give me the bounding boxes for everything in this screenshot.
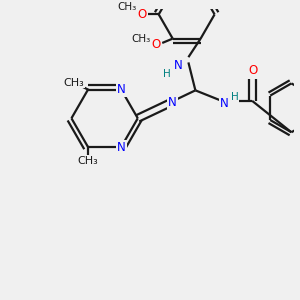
Text: O: O <box>152 38 161 51</box>
Text: CH₃: CH₃ <box>132 34 151 44</box>
Text: CH₃: CH₃ <box>78 156 98 166</box>
Text: CH₃: CH₃ <box>118 2 137 12</box>
Text: N: N <box>174 59 182 72</box>
Text: H: H <box>231 92 239 102</box>
Text: O: O <box>248 64 258 77</box>
Text: N: N <box>117 140 126 154</box>
Text: N: N <box>168 96 177 109</box>
Text: O: O <box>137 8 147 21</box>
Text: H: H <box>163 69 170 79</box>
Text: N: N <box>117 83 126 96</box>
Text: CH₃: CH₃ <box>64 78 84 88</box>
Text: N: N <box>220 97 229 110</box>
